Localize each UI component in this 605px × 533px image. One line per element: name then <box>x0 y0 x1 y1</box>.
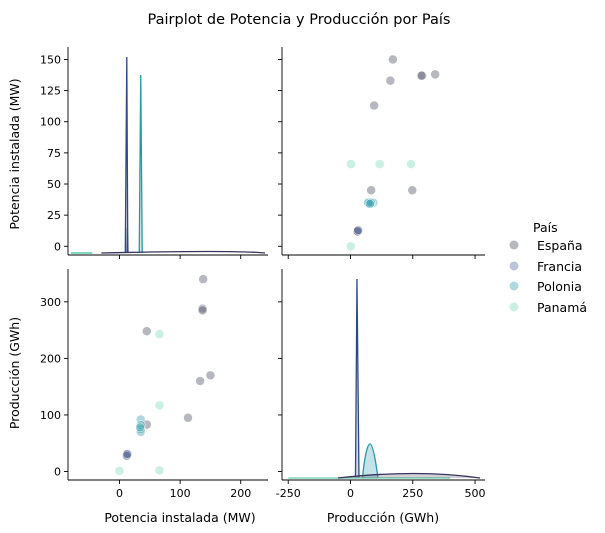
scatter-point-panam <box>154 400 165 411</box>
scatter-point-francia <box>122 449 133 459</box>
scatter-point-panam <box>346 159 356 169</box>
legend-title: País <box>533 220 558 235</box>
scatter-point-panam <box>154 329 165 339</box>
xlabel-potencia: Potencia instalada (MW) <box>104 510 255 525</box>
legend-marker-francia <box>509 261 519 271</box>
scatter-point-espaa <box>198 274 208 284</box>
legend-label-espana: España <box>537 238 583 253</box>
kde-curve-polonia <box>138 74 143 254</box>
legend-marker-polonia <box>509 281 519 291</box>
x-tick-label: 250 <box>402 487 423 500</box>
legend-label-polonia: Polonia <box>537 279 582 294</box>
scatter-point-espaa <box>388 54 398 65</box>
legend-label-panama: Panamá <box>537 300 587 315</box>
y-tick-label: 100 <box>40 409 61 422</box>
scatter-point-polonia <box>366 197 376 208</box>
scatter-point-espaa <box>385 75 396 86</box>
scatter-point-espaa <box>205 370 216 381</box>
scatter-point-espaa <box>366 185 376 195</box>
y-tick-label: 100 <box>40 116 61 129</box>
scatter-point-espaa <box>142 326 152 336</box>
kde-curve-francia-secondary <box>126 227 129 254</box>
scatter-point-polonia <box>135 422 145 433</box>
x-tick-label: 200 <box>230 487 251 500</box>
scatter-point-espaa <box>430 69 440 80</box>
y-tick-label: 50 <box>47 178 61 191</box>
scatter-point-polonia <box>365 199 375 209</box>
scatter-point-polonia <box>135 414 146 425</box>
scatter-point-panam <box>406 159 416 169</box>
kde-curve-espana <box>337 472 481 479</box>
ylabel-produccion: Producción (GWh) <box>7 317 22 429</box>
scatter-point-espaa <box>195 376 205 386</box>
y-tick-label: 75 <box>47 147 61 160</box>
y-tick-label: 300 <box>40 296 61 309</box>
scatter-point-polonia <box>368 197 379 208</box>
scatter-point-espaa <box>369 100 379 111</box>
scatter-point-espaa <box>407 185 418 195</box>
scatter-point-espaa <box>183 413 193 423</box>
kde-curve-francia <box>124 56 129 254</box>
x-tick-label: 0 <box>116 487 123 500</box>
y-tick-label: 0 <box>54 240 61 253</box>
scatter-point-francia <box>353 225 363 235</box>
xlabel-produccion: Producción (GWh) <box>327 510 439 525</box>
scatter-point-panam <box>374 159 385 169</box>
legend-marker-espana <box>509 240 519 250</box>
y-tick-label: 25 <box>47 209 61 222</box>
kde-curve-francia <box>354 278 360 479</box>
x-tick-label: 100 <box>170 487 191 500</box>
legend: País España Francia Polonia Panamá <box>509 220 587 315</box>
scatter-point-espaa <box>416 70 427 81</box>
y-tick-label: 125 <box>40 85 61 98</box>
panel-scatter-potencia-vs-produccion <box>278 47 485 259</box>
y-tick-label: 200 <box>40 352 61 365</box>
kde-curve-polonia <box>362 443 379 479</box>
x-tick-label: 0 <box>347 487 354 500</box>
ylabel-potencia: Potencia instalada (MW) <box>7 78 22 229</box>
scatter-point-panam <box>114 466 125 476</box>
scatter-point-panam <box>345 241 356 252</box>
scatter-point-panam <box>154 465 165 476</box>
scatter-point-espaa <box>197 305 208 316</box>
figure-title: Pairplot de Potencia y Producción por Pa… <box>148 12 451 28</box>
kde-curve-espana <box>101 250 266 254</box>
y-tick-label: 0 <box>54 466 61 479</box>
panel-kde-potencia: 0 25 50 75 100 125 150 <box>40 47 268 259</box>
x-tick-label: 500 <box>465 487 486 500</box>
panel-kde-produccion: -250 0 250 500 <box>276 269 486 500</box>
panel-scatter-produccion-vs-potencia: 0 100 200 300 0 100 200 <box>40 269 268 500</box>
legend-marker-panama <box>509 302 519 312</box>
y-tick-label: 150 <box>40 53 61 66</box>
x-tick-label: -250 <box>276 487 301 500</box>
legend-label-francia: Francia <box>537 259 582 274</box>
